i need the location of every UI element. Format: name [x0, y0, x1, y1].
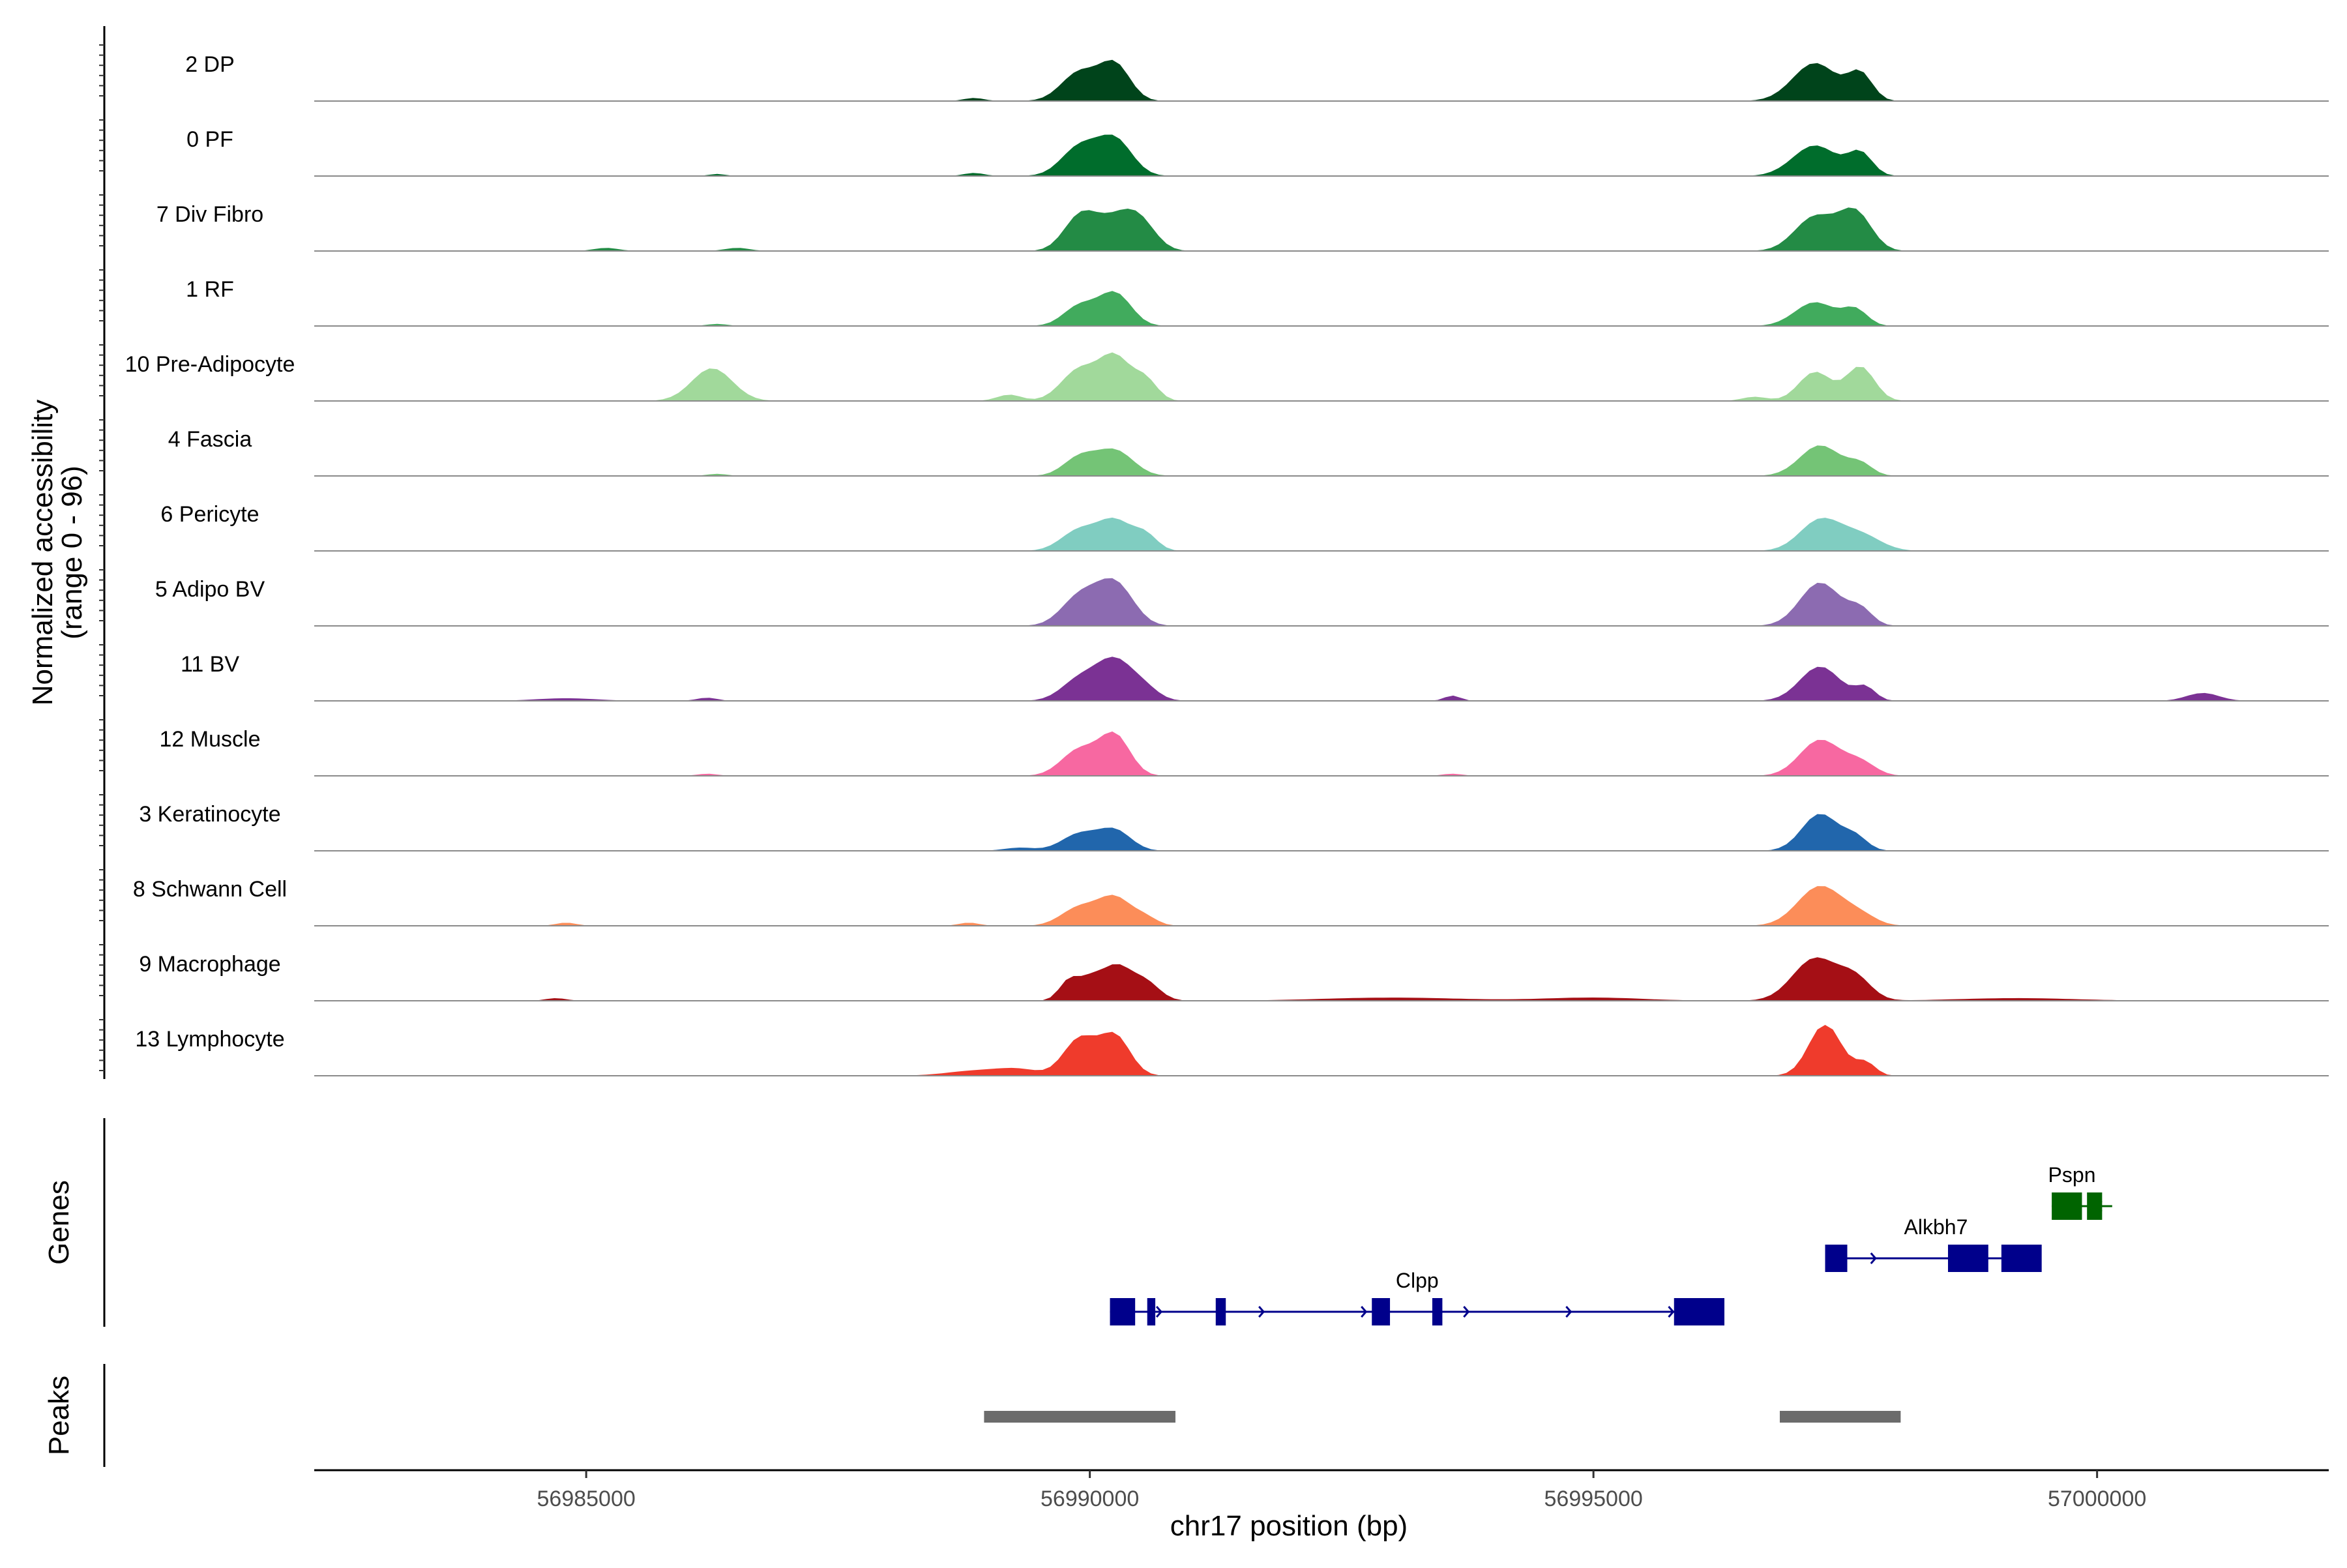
- coverage-area: [314, 578, 2329, 626]
- gene-exon: [1372, 1298, 1391, 1325]
- gene-label: Clpp: [1396, 1269, 1439, 1292]
- gene-exon: [1215, 1298, 1226, 1325]
- track-label: 1 RF: [186, 277, 234, 302]
- track-10: 3 Keratinocyte: [139, 802, 2329, 851]
- coverage-area: [314, 517, 2329, 551]
- x-tick-label: 56990000: [1041, 1487, 1139, 1511]
- gene-clpp: Clpp: [1110, 1269, 1724, 1325]
- coverage-area: [314, 814, 2329, 851]
- strand-arrow: [1361, 1306, 1368, 1318]
- track-8: 11 BV: [181, 652, 2329, 702]
- peak-region-track: [103, 1364, 1901, 1467]
- gene-exon: [1674, 1298, 1724, 1325]
- coverage-area: [314, 731, 2329, 776]
- x-tick-label: 56985000: [537, 1487, 636, 1511]
- track-label: 9 Macrophage: [139, 952, 280, 977]
- coverage-area: [314, 445, 2329, 476]
- track-label: 7 Div Fibro: [156, 202, 263, 227]
- strand-arrow: [1258, 1306, 1265, 1318]
- gene-exon: [1432, 1298, 1443, 1325]
- track-label: 4 Fascia: [168, 427, 252, 452]
- coverage-area: [314, 134, 2329, 176]
- x-axis: 56985000 56990000 56995000 57000000: [314, 1469, 2329, 1511]
- strand-arrow: [1463, 1306, 1470, 1318]
- x-tick-label: 56995000: [1544, 1487, 1643, 1511]
- gene-alkbh7: Alkbh7: [1825, 1215, 2042, 1272]
- y-axis-title-line2: (range 0 - 96): [56, 466, 88, 640]
- x-tick-label: 57000000: [2048, 1487, 2146, 1511]
- gene-exon: [1947, 1245, 1988, 1272]
- coverage-area: [314, 886, 2329, 926]
- gene-label: Pspn: [2048, 1163, 2096, 1187]
- gene-annotation-track: Clpp Alkbh7 Pspn: [103, 1118, 2112, 1327]
- gene-pspn: Pspn: [2048, 1163, 2112, 1220]
- track-label: 12 Muscle: [160, 727, 261, 752]
- gene-exon: [1110, 1298, 1136, 1325]
- strand-arrow: [1668, 1306, 1675, 1318]
- y-axis-title-line1: Normalized accessibility: [27, 400, 59, 705]
- genes-track-title: Genes: [43, 1180, 75, 1265]
- gene-exon: [2052, 1192, 2082, 1220]
- track-13: 13 Lymphocyte: [135, 1025, 2329, 1076]
- coverage-area: [314, 957, 2329, 1001]
- track-label: 3 Keratinocyte: [139, 802, 280, 827]
- track-11: 8 Schwann Cell: [133, 877, 2329, 926]
- gene-exon: [2087, 1192, 2103, 1220]
- x-axis-title: chr17 position (bp): [1170, 1510, 1408, 1542]
- y-axis: [99, 26, 106, 1079]
- coverage-area: [314, 657, 2329, 701]
- strand-arrow: [1155, 1306, 1163, 1318]
- track-label: 2 DP: [185, 52, 235, 77]
- gene-exon: [2001, 1245, 2042, 1272]
- track-6: 6 Pericyte: [160, 502, 2329, 552]
- gene-label: Alkbh7: [1904, 1215, 1968, 1239]
- track-label: 5 Adipo BV: [155, 577, 265, 602]
- strand-arrow: [1870, 1252, 1877, 1264]
- track-3: 1 RF: [186, 277, 2329, 327]
- track-9: 12 Muscle: [160, 727, 2329, 777]
- coverage-area: [314, 59, 2329, 101]
- peaks-track-title: Peaks: [43, 1376, 75, 1455]
- peak-region-bar: [984, 1411, 1175, 1423]
- track-label: 11 BV: [181, 652, 239, 677]
- strand-arrow: [1565, 1306, 1572, 1318]
- track-5: 4 Fascia: [168, 427, 2329, 477]
- track-12: 9 Macrophage: [139, 952, 2329, 1001]
- coverage-area: [314, 207, 2329, 251]
- track-1: 0 PF: [186, 127, 2329, 177]
- track-4: 10 Pre-Adipocyte: [125, 352, 2329, 402]
- gene-exon: [1825, 1245, 1848, 1272]
- track-label: 0 PF: [186, 127, 233, 152]
- track-label: 10 Pre-Adipocyte: [125, 352, 295, 377]
- coverage-tracks: 2 DP 0 PF 7 Div Fibro 1 RF 10 Pre-Adipocyte 4…: [125, 52, 2329, 1076]
- track-label: 6 Pericyte: [160, 502, 259, 527]
- coverage-area: [314, 352, 2329, 401]
- gene-exon: [1147, 1298, 1156, 1325]
- coverage-area: [314, 291, 2329, 326]
- track-2: 7 Div Fibro: [156, 202, 2329, 252]
- coverage-area: [314, 1025, 2329, 1076]
- track-label: 13 Lymphocyte: [135, 1027, 284, 1052]
- track-label: 8 Schwann Cell: [133, 877, 287, 902]
- peak-region-bar: [1779, 1411, 1901, 1423]
- track-7: 5 Adipo BV: [155, 577, 2329, 627]
- track-0: 2 DP: [185, 52, 2329, 102]
